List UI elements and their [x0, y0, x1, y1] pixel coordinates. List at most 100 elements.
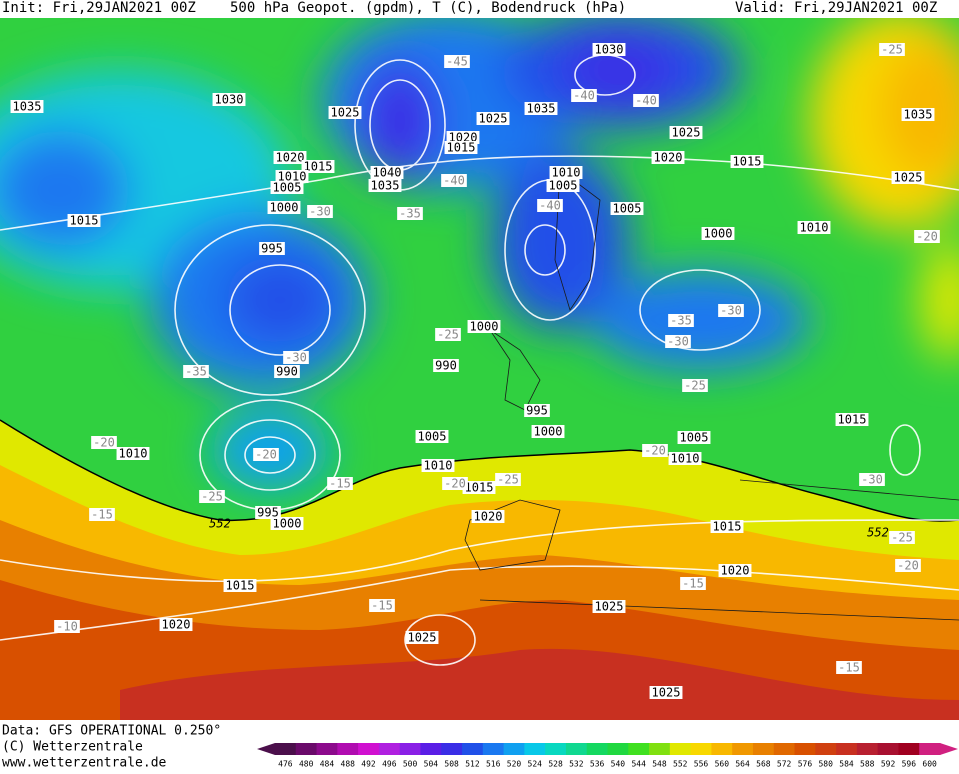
colorbar-label: 596 [902, 760, 917, 769]
isobar-label: 1035 [371, 179, 400, 193]
colorbar-end [940, 743, 958, 755]
isobar-label: 1010 [119, 447, 148, 461]
isobar-label: 1015 [838, 413, 867, 427]
label-box [836, 661, 862, 674]
temperature-label-group: -45 [444, 55, 470, 69]
isobar-label-group: 1010 [116, 447, 150, 461]
isobar-label-group: 1010 [421, 459, 455, 473]
colorbar-swatch [586, 743, 608, 755]
temperature-label: -45 [446, 55, 468, 69]
label-box [495, 473, 521, 486]
isobar-label: 995 [257, 506, 279, 520]
label-box [183, 365, 209, 378]
colorbar-swatch [877, 743, 899, 755]
colorbar-label: 532 [569, 760, 584, 769]
isobar-label-group: 1035 [524, 102, 558, 116]
isobar-label-group: 1015 [462, 481, 496, 495]
label-box [710, 520, 744, 533]
temperature-label: -15 [329, 477, 351, 491]
temperature-label: -25 [437, 328, 459, 342]
isobar-label: 1020 [276, 151, 305, 165]
colorbar-label: 504 [424, 760, 439, 769]
isobar-label-group: 1010 [797, 221, 831, 235]
label-box [524, 102, 558, 115]
isobar-label-group: 1030 [592, 43, 626, 57]
isobar-label: 1025 [652, 686, 681, 700]
colorbar-swatch [295, 743, 318, 755]
colorbar-label: 564 [735, 760, 750, 769]
label-box [91, 436, 117, 449]
isobar-label: 995 [526, 404, 548, 418]
label-box [89, 508, 115, 521]
temperature-label: -30 [309, 205, 331, 219]
label-box [633, 94, 659, 107]
colorbar-swatch [399, 743, 421, 755]
colorbar-swatch [836, 743, 858, 755]
isobar-label-group: 1020 [718, 564, 752, 578]
isobar-label: 1020 [474, 510, 503, 524]
colorbar-swatch [337, 743, 359, 755]
temperature-label-group: -15 [836, 661, 862, 675]
label-box [669, 126, 703, 139]
isobar-label-group: 1035 [10, 100, 44, 114]
isobar-label-group: 1025 [476, 112, 510, 126]
temperature-label-group: -25 [199, 490, 225, 504]
label-box [370, 166, 404, 179]
label-box [680, 577, 706, 590]
temperature-label: -15 [682, 577, 704, 591]
isobar-label: 1015 [733, 155, 762, 169]
isobar-label-group: 1025 [405, 631, 439, 645]
colorbar-swatch [732, 743, 754, 755]
temperature-label-group: -40 [571, 89, 597, 103]
isobar-label: 1000 [270, 201, 299, 215]
colorbar-label: 520 [507, 760, 522, 769]
isobar-label: 1010 [800, 221, 829, 235]
colorbar-label: 548 [652, 760, 667, 769]
temperature-label-group: -25 [682, 379, 708, 393]
colorbar-swatch [856, 743, 879, 755]
label-box [116, 447, 150, 460]
label-box [435, 328, 461, 341]
colorbar-swatch [898, 743, 920, 755]
temperature-label-group: -35 [668, 314, 694, 328]
colorbar-swatch [441, 743, 463, 755]
colorbar-swatch [773, 743, 796, 755]
isobar-label-group: 1030 [212, 93, 246, 107]
label-box [67, 214, 101, 227]
isobar-label-group: 1000 [467, 320, 501, 334]
label-box [273, 151, 307, 164]
isobar-label: 1025 [894, 171, 923, 185]
label-box [592, 43, 626, 56]
isobar-label: 1015 [70, 214, 99, 228]
isobar-label-group: 1020 [471, 510, 505, 524]
label-box [524, 404, 550, 417]
isobar-label-group: 995 [524, 404, 550, 418]
colorbar-label: 560 [715, 760, 730, 769]
temperature-label-group: -20 [253, 448, 279, 462]
colorbar-swatch [690, 743, 712, 755]
colorbar-label: 584 [839, 760, 854, 769]
label-box [682, 379, 708, 392]
colorbar-label: 496 [382, 760, 397, 769]
temperature-label: -15 [371, 599, 393, 613]
temperature-label-group: -40 [441, 174, 467, 188]
label-box [415, 430, 449, 443]
colorbar-label: 536 [590, 760, 605, 769]
colorbar-swatch [649, 743, 671, 755]
colorbar-label: 528 [548, 760, 563, 769]
temperature-label-group: -30 [283, 351, 309, 365]
label-box [537, 199, 563, 212]
isobar-label: 1005 [613, 202, 642, 216]
colorbar-label: 572 [777, 760, 792, 769]
temperature-label: -40 [443, 174, 465, 188]
label-box [307, 205, 333, 218]
temperature-label: -40 [573, 89, 595, 103]
isobar-label: 1010 [424, 459, 453, 473]
colorbar-swatch [919, 743, 941, 755]
website: www.wetterzentrale.de [2, 756, 167, 771]
isobar-label: 1035 [527, 102, 556, 116]
label-box [895, 559, 921, 572]
label-box [476, 112, 510, 125]
colorbar-label: 516 [486, 760, 501, 769]
isobar-label-group: 1015 [835, 413, 869, 427]
